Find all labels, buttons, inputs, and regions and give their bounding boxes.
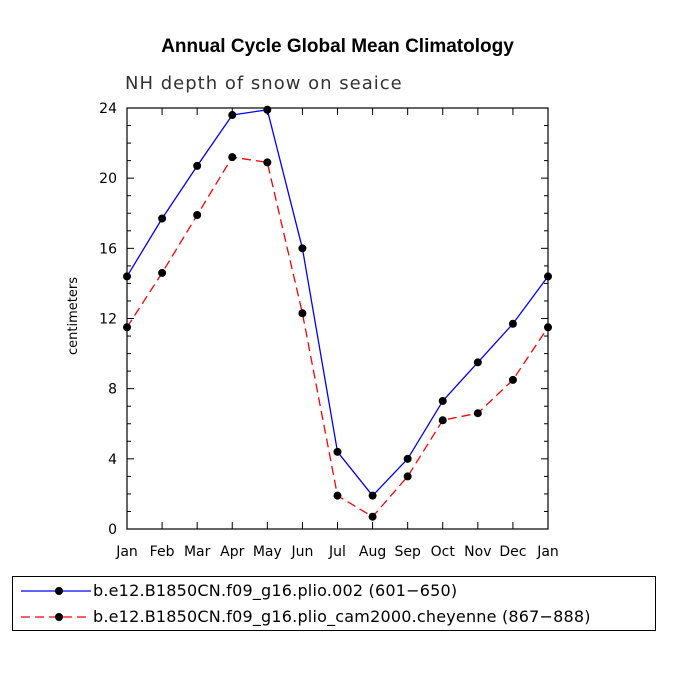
axis-tick-labels: 0 4 8 12 16 20 24 Jan Feb Mar Apr May Jun Jul Aug Sep Oc… (99, 101, 559, 560)
x-tick-label: Jan (536, 544, 559, 560)
series-2-point (333, 491, 342, 500)
x-tick-label: Feb (150, 544, 175, 560)
series-1-point (368, 491, 377, 500)
legend: b.e12.B1850CN.f09_g16.plio.002 (601−650)… (12, 576, 656, 631)
plot-frame (126, 107, 549, 530)
series-line-2 (126, 156, 549, 518)
legend-swatch-series-2 (21, 613, 91, 621)
plot-border (126, 107, 549, 530)
chart-subtitle: NH depth of snow on seaice (125, 73, 403, 94)
x-tick-label: Aug (359, 544, 386, 560)
series-2-point (508, 375, 517, 384)
series-1-point (403, 454, 412, 463)
y-tick-label: 12 (99, 312, 117, 328)
y-tick-label: 20 (99, 171, 117, 187)
x-tick-label: Dec (499, 544, 526, 560)
y-tick-label: 0 (108, 522, 117, 538)
legend-swatch-series-1 (21, 587, 91, 595)
x-tick-label: Mar (184, 544, 211, 560)
series-2-point (403, 472, 412, 481)
series-2-point (368, 512, 377, 521)
series-1-point (158, 214, 167, 223)
x-tick-label: Jan (115, 544, 138, 560)
data-series (123, 105, 552, 521)
axis-ticks (126, 107, 549, 530)
series-1-point (333, 447, 342, 456)
series-2-point (263, 158, 272, 167)
series-2-point (298, 309, 307, 318)
y-axis-label: centimeters (66, 277, 81, 355)
series-2-point (123, 323, 131, 332)
series-1-point (123, 272, 131, 281)
x-tick-label: Jun (290, 544, 313, 560)
series-1-point (298, 244, 307, 253)
series-1-point (508, 319, 517, 328)
series-1-point (544, 272, 552, 281)
x-tick-label: Jul (328, 544, 346, 560)
series-1-point (473, 358, 482, 367)
series-2-point (228, 153, 237, 162)
series-1-point (228, 111, 237, 120)
legend-label-series-2: b.e12.B1850CN.f09_g16.plio_cam2000.cheye… (93, 607, 591, 626)
series-1-point (438, 396, 447, 405)
series-line-1 (126, 109, 549, 497)
series-1-point (193, 161, 202, 170)
series-2-point (473, 409, 482, 418)
legend-item-series-2: b.e12.B1850CN.f09_g16.plio_cam2000.cheye… (13, 606, 655, 628)
chart-canvas: 0 4 8 12 16 20 24 Jan Feb Mar Apr May Jun Jul Aug Sep Oc… (66, 101, 559, 560)
y-tick-label: 16 (99, 241, 117, 257)
series-2-point (158, 268, 167, 277)
chart-title: Annual Cycle Global Mean Climatology (161, 36, 514, 57)
legend-label-series-1: b.e12.B1850CN.f09_g16.plio.002 (601−650) (93, 581, 458, 600)
y-tick-label: 8 (108, 382, 117, 398)
x-tick-label: May (253, 544, 282, 560)
legend-item-series-1: b.e12.B1850CN.f09_g16.plio.002 (601−650) (13, 580, 655, 602)
x-tick-label: Sep (394, 544, 421, 560)
x-tick-label: Apr (220, 544, 244, 560)
series-2-point (438, 416, 447, 425)
x-tick-label: Nov (464, 544, 491, 560)
x-tick-label: Oct (431, 544, 456, 560)
series-2-point (193, 211, 202, 220)
y-tick-label: 4 (108, 452, 117, 468)
series-1-point (263, 105, 272, 114)
y-tick-label: 24 (99, 101, 117, 117)
series-2-point (544, 323, 552, 332)
